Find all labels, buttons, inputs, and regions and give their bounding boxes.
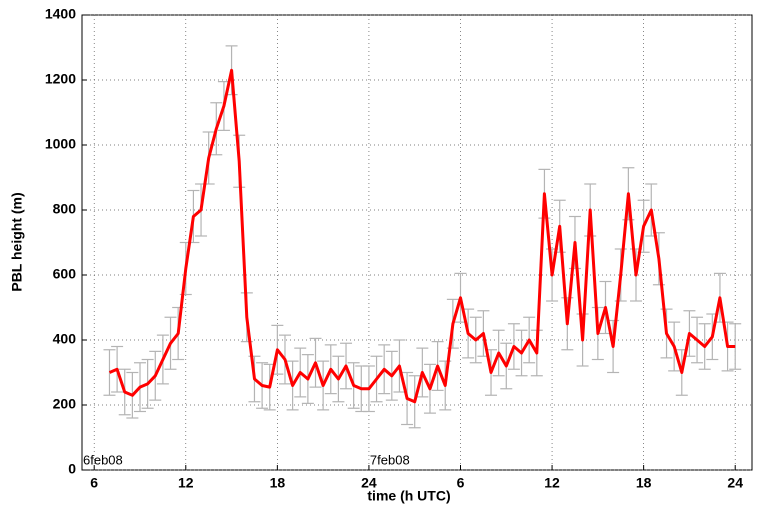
y-tick-label: 1200 — [45, 71, 76, 87]
y-tick-label: 400 — [53, 331, 77, 347]
series-line — [108, 68, 736, 404]
annotation: 7feb08 — [370, 452, 410, 467]
y-tick-label: 200 — [53, 396, 77, 412]
y-tick-label: 0 — [68, 461, 76, 477]
annotation: 6feb08 — [83, 452, 123, 467]
x-tick-label: 12 — [544, 475, 560, 491]
y-axis-label: PBL height (m) — [9, 192, 25, 291]
y-tick-label: 800 — [53, 201, 77, 217]
error-bar — [729, 323, 742, 370]
x-tick-label: 12 — [178, 475, 194, 491]
x-tick-label: 24 — [727, 475, 743, 491]
y-tick-label: 600 — [53, 266, 77, 282]
x-tick-label: 18 — [636, 475, 652, 491]
x-axis-label: time (h UTC) — [367, 488, 450, 504]
error-bar — [103, 349, 116, 396]
x-tick-label: 24 — [361, 475, 377, 491]
plot-frame — [81, 14, 753, 471]
y-tick-label: 1400 — [45, 6, 76, 22]
x-tick-label: 18 — [270, 475, 286, 491]
x-tick-label: 6 — [90, 475, 98, 491]
y-tick-label: 1000 — [45, 136, 76, 152]
x-tick-label: 6 — [457, 475, 465, 491]
